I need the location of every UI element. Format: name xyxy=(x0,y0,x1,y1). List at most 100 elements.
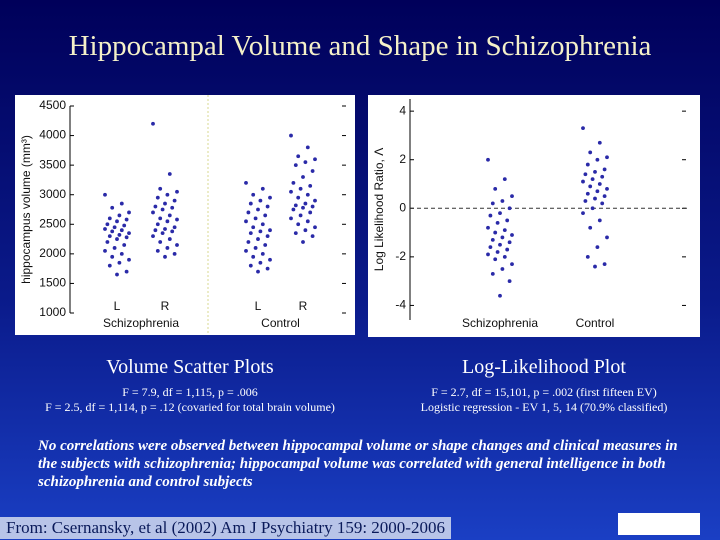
data-point xyxy=(265,266,270,271)
data-point xyxy=(490,201,495,206)
data-point xyxy=(256,207,260,212)
data-point xyxy=(110,205,115,210)
data-point xyxy=(500,199,505,203)
data-point xyxy=(500,267,505,271)
data-point xyxy=(175,243,179,247)
data-point xyxy=(595,189,600,194)
y-axis-label: hippocampus volume (mm³) xyxy=(19,135,33,284)
data-point xyxy=(151,234,155,239)
data-point xyxy=(258,260,263,265)
data-point xyxy=(263,213,268,218)
data-point xyxy=(493,257,498,262)
y-tick-label: 0 xyxy=(399,200,406,214)
data-point xyxy=(602,194,607,199)
data-point xyxy=(124,217,129,222)
data-point xyxy=(510,262,514,267)
data-point xyxy=(117,213,122,218)
x-tick-label: L xyxy=(114,299,121,313)
data-point xyxy=(103,227,107,231)
data-point xyxy=(593,169,597,174)
data-point xyxy=(248,263,253,268)
data-point xyxy=(260,251,265,256)
data-point xyxy=(115,237,119,241)
data-point xyxy=(263,243,268,247)
data-point xyxy=(507,240,512,245)
data-point xyxy=(127,210,131,215)
data-point xyxy=(160,207,165,212)
caption-line: F = 2.7, df = 15,101, p = .002 (first fi… xyxy=(431,385,657,399)
data-point xyxy=(158,216,163,221)
data-point xyxy=(595,245,600,250)
data-point xyxy=(500,235,505,240)
data-point xyxy=(107,263,112,268)
data-point xyxy=(502,177,507,182)
data-point xyxy=(505,247,510,252)
data-point xyxy=(248,201,253,206)
data-point xyxy=(301,240,305,244)
data-point xyxy=(167,237,172,241)
data-point xyxy=(600,201,605,206)
data-point xyxy=(502,228,507,233)
data-point xyxy=(105,222,110,227)
data-point xyxy=(110,229,115,234)
data-point xyxy=(588,225,593,230)
data-point xyxy=(119,251,124,256)
data-point xyxy=(167,172,172,176)
x-tick-label: Control xyxy=(576,316,615,330)
data-point xyxy=(605,235,609,240)
data-point xyxy=(289,189,293,194)
data-point xyxy=(308,183,313,188)
data-point xyxy=(305,145,310,150)
data-point xyxy=(595,157,600,162)
data-point xyxy=(498,242,502,247)
data-point xyxy=(581,211,585,216)
data-point xyxy=(313,198,317,203)
data-point xyxy=(105,240,110,244)
data-point xyxy=(597,140,602,145)
y-tick-label: 4000 xyxy=(39,128,66,142)
data-point xyxy=(244,249,248,253)
data-point xyxy=(103,192,107,197)
data-point xyxy=(296,222,301,227)
data-point xyxy=(248,231,253,236)
y-tick-label: 1500 xyxy=(39,276,66,290)
data-point xyxy=(291,180,296,185)
data-point xyxy=(258,198,263,203)
data-point xyxy=(605,155,609,160)
y-tick-label: -2 xyxy=(395,249,406,263)
data-point xyxy=(298,213,303,218)
data-point xyxy=(590,206,595,211)
data-point xyxy=(498,211,502,216)
data-point xyxy=(260,222,265,227)
data-point xyxy=(165,219,170,224)
y-tick-label: -4 xyxy=(395,298,406,312)
data-point xyxy=(590,177,595,182)
x-tick-label: Schizophrenia xyxy=(462,316,538,330)
data-point xyxy=(107,234,112,239)
data-point xyxy=(244,180,248,185)
data-point xyxy=(155,195,160,200)
data-point xyxy=(122,223,127,228)
data-point xyxy=(153,228,158,233)
x-tick-label: L xyxy=(255,299,262,313)
data-point xyxy=(597,182,602,186)
caption-line: F = 7.9, df = 1,115, p = .006 xyxy=(122,385,258,399)
data-point xyxy=(296,154,301,159)
data-point xyxy=(507,279,512,284)
scatter-plot: hippocampus volume (mm³) 1000 1500 2000 2500… xyxy=(15,95,355,335)
data-point xyxy=(303,201,308,206)
data-point xyxy=(167,213,172,218)
data-point xyxy=(260,186,265,191)
data-point xyxy=(588,184,593,189)
data-point xyxy=(310,234,315,239)
note: No correlations were observed between hi… xyxy=(38,438,678,490)
data-point xyxy=(488,245,493,250)
data-point xyxy=(305,192,310,197)
data-point xyxy=(296,195,301,200)
data-point xyxy=(505,218,510,223)
data-point xyxy=(600,174,605,179)
data-point xyxy=(115,219,119,224)
y-tick-label: 1000 xyxy=(39,305,66,319)
data-point xyxy=(175,217,179,222)
